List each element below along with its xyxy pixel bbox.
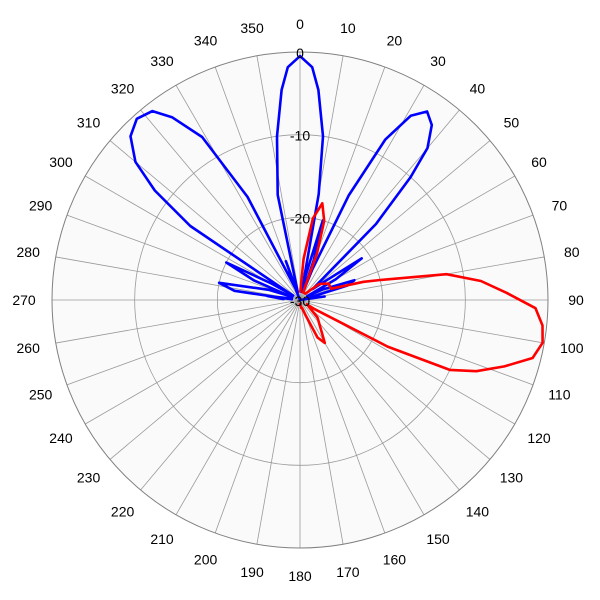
angle-tick-label: 180 <box>288 568 312 584</box>
grid-spoke <box>299 299 460 491</box>
angle-tick-label: 330 <box>150 53 174 69</box>
radial-tick-label: -30 <box>290 293 310 309</box>
grid-spoke <box>299 109 460 301</box>
grid-spoke <box>55 256 301 301</box>
angle-tick-label: 190 <box>240 564 264 580</box>
angle-tick-label: 280 <box>17 244 41 260</box>
angle-tick-label: 260 <box>17 340 41 356</box>
angle-tick-label: 160 <box>383 551 407 567</box>
angle-tick-label: 130 <box>500 469 524 485</box>
angle-tick-label: 140 <box>466 503 490 519</box>
grid-spoke <box>256 299 301 545</box>
grid-spoke <box>299 299 386 534</box>
grid-spoke <box>214 299 301 534</box>
angle-tick-label: 300 <box>49 154 73 170</box>
angle-tick-label: 170 <box>336 564 360 580</box>
angle-tick-label: 210 <box>150 531 174 547</box>
grid-spoke <box>299 299 545 344</box>
angle-tick-label: 90 <box>568 292 584 308</box>
angle-tick-label: 10 <box>340 20 356 36</box>
angle-tick-label: 240 <box>49 430 73 446</box>
angle-tick-label: 70 <box>552 198 568 214</box>
grid-spoke <box>299 140 491 301</box>
grid-spoke <box>66 299 301 386</box>
grid-spoke <box>85 299 301 425</box>
radial-tick-label: -10 <box>290 128 310 144</box>
angle-tick-label: 20 <box>387 33 403 49</box>
angle-tick-label: 80 <box>564 244 580 260</box>
angle-tick-label: 320 <box>111 81 135 97</box>
radial-tick-label: 0 <box>296 45 304 61</box>
angle-tick-label: 220 <box>111 503 135 519</box>
angle-tick-label: 250 <box>29 386 53 402</box>
angle-tick-label: 310 <box>77 115 101 131</box>
grid-spoke <box>299 299 344 545</box>
angle-tick-label: 60 <box>531 154 547 170</box>
grid-spoke <box>299 299 534 386</box>
grid-spoke <box>140 299 301 491</box>
angle-tick-label: 290 <box>29 198 53 214</box>
grid-ring <box>51 51 549 549</box>
angle-tick-label: 30 <box>430 53 446 69</box>
grid-spoke <box>175 299 301 515</box>
angle-tick-label: 120 <box>527 430 551 446</box>
angle-tick-label: 100 <box>560 340 584 356</box>
angle-tick-label: 270 <box>12 292 36 308</box>
grid-spoke <box>66 214 301 301</box>
angle-tick-label: 110 <box>548 386 571 402</box>
grid-spoke <box>299 299 491 460</box>
angle-tick-label: 200 <box>194 551 218 567</box>
angle-tick-label: 150 <box>426 531 450 547</box>
grid-spoke <box>109 140 301 301</box>
angle-tick-label: 50 <box>504 115 520 131</box>
grid-spoke <box>55 299 301 344</box>
grid-spoke <box>175 85 301 301</box>
angle-tick-label: 230 <box>77 469 101 485</box>
grid-ring <box>134 134 466 466</box>
series-line <box>298 202 544 373</box>
angle-tick-label: 0 <box>296 16 304 32</box>
angle-tick-label: 350 <box>240 20 264 36</box>
angle-tick-label: 340 <box>194 33 218 49</box>
angle-tick-label: 40 <box>470 81 486 97</box>
grid-spoke <box>299 256 545 301</box>
radial-tick-label: -20 <box>290 210 310 226</box>
grid-spoke <box>299 299 425 515</box>
grid-spoke <box>140 109 301 301</box>
grid-spoke <box>109 299 301 460</box>
grid-ring <box>216 216 384 384</box>
